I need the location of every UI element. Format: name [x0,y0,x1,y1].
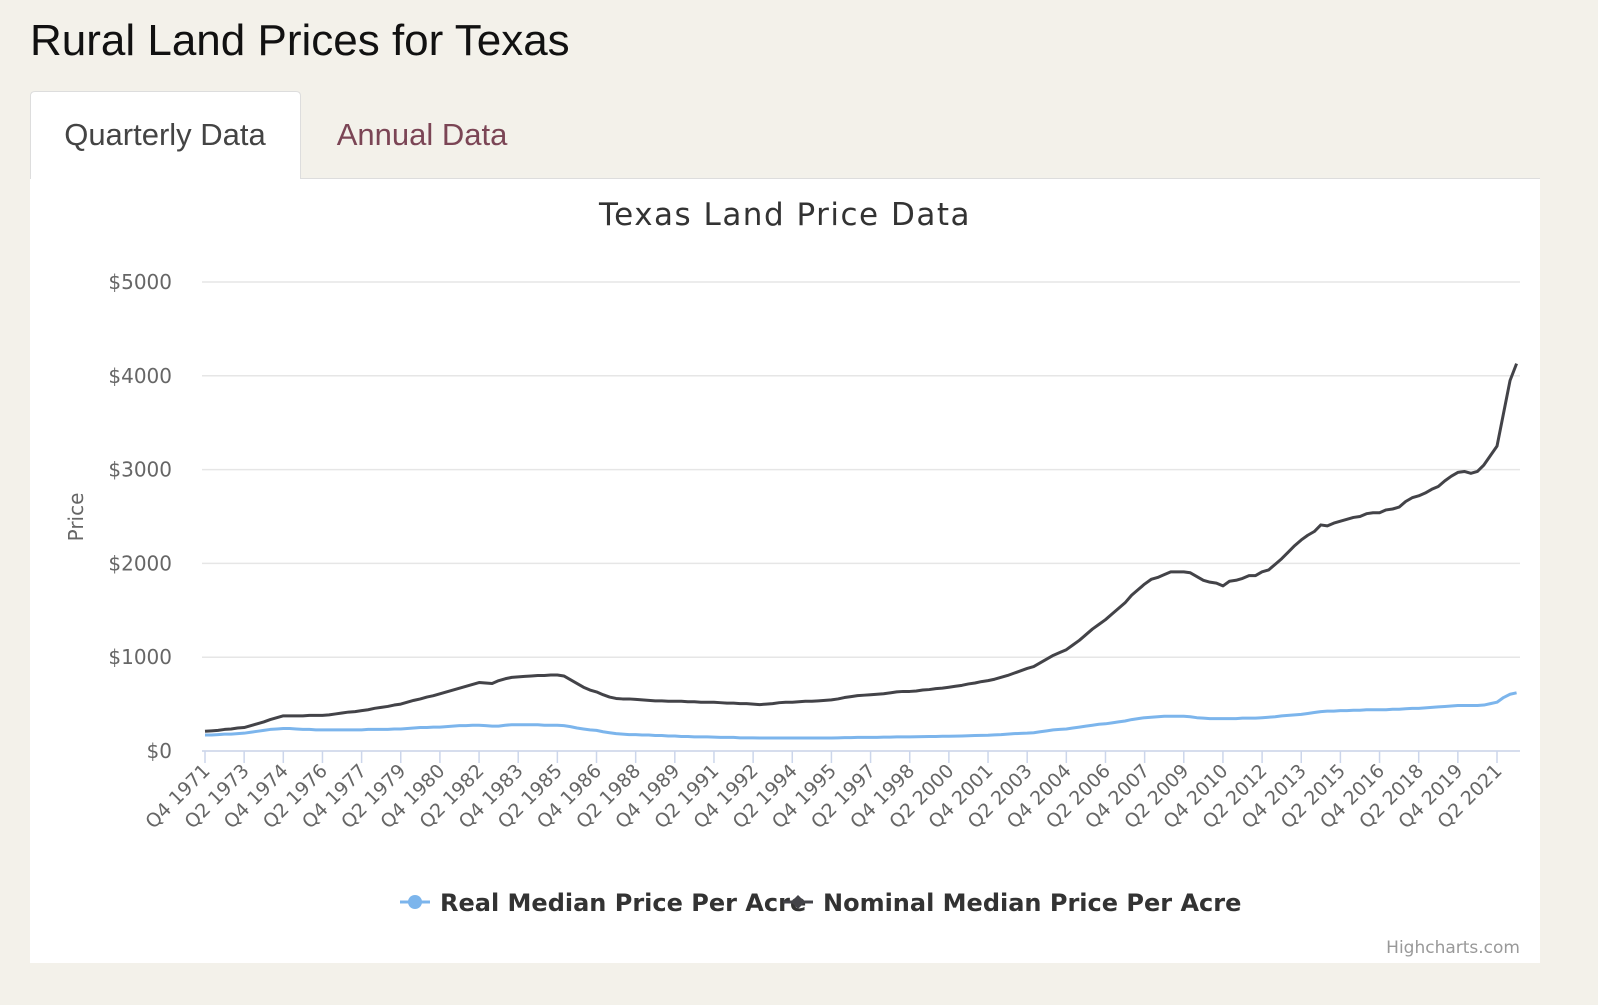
chart-title: Texas Land Price Data [598,197,971,233]
y-tick-label: $4000 [108,364,172,388]
legend-marker [791,895,805,909]
series-line [204,363,1518,733]
tab-annual[interactable]: Annual Data [337,117,508,152]
credits[interactable]: Highcharts.com [1386,938,1520,958]
page-title: Rural Land Prices for Texas [30,16,570,65]
y-tick-label: $3000 [108,458,172,482]
y-tick-label: $5000 [108,270,172,294]
y-tick-label: $0 [147,739,172,763]
active-tab[interactable] [30,91,301,180]
tab-quarterly[interactable]: Quarterly Data [64,117,266,152]
legend-marker [408,895,422,909]
legend-label: Real Median Price Per Acre [440,889,806,917]
y-tick-label: $2000 [108,551,172,575]
series-line [205,691,1517,740]
y-axis-title: Price [64,493,88,542]
y-tick-label: $1000 [108,645,172,669]
legend-label: Nominal Median Price Per Acre [823,889,1241,917]
chart-panel [30,178,1540,963]
